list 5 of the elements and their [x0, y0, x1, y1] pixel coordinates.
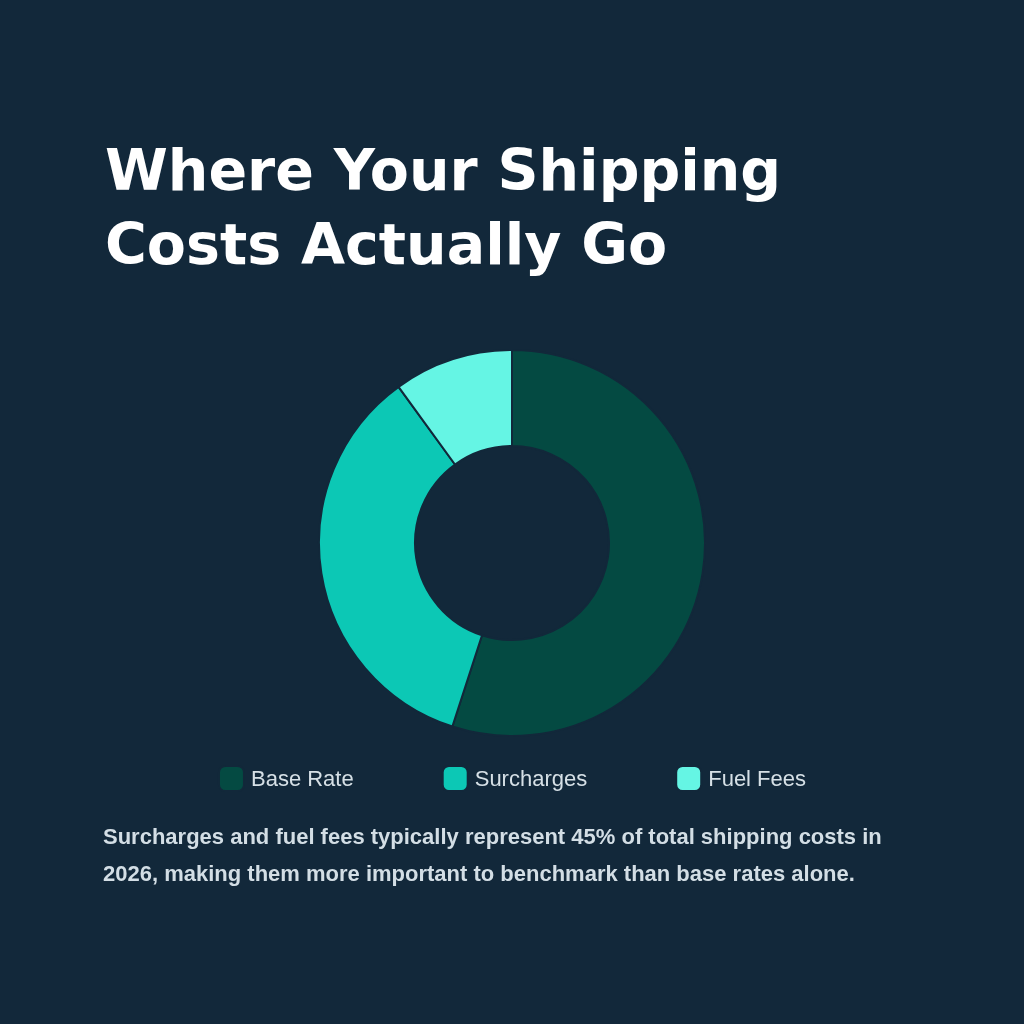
legend-label: Fuel Fees [708, 766, 807, 791]
legend-label: Base Rate [250, 766, 354, 791]
chart-title: Where Your Shipping Costs Actually Go [105, 137, 801, 277]
legend-label: Surcharges [474, 766, 588, 791]
text: Surcharges and fuel fees typically represent 45% of total shipping costs in 2026, making them more important to benchmark than base rates alone. [103, 823, 883, 888]
